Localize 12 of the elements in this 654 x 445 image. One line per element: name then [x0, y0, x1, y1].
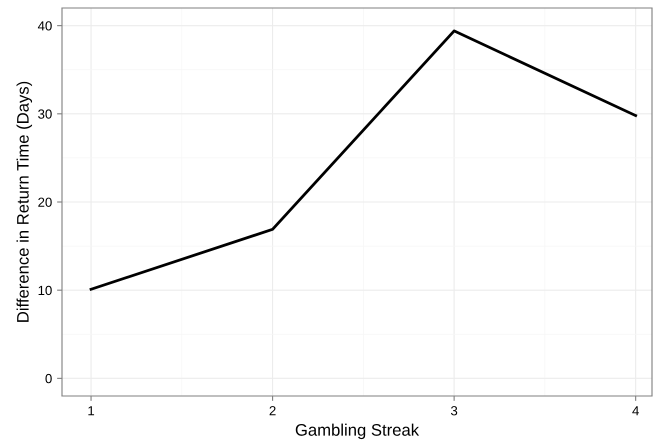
x-tick-label: 2: [270, 406, 276, 416]
x-tick-label: 3: [450, 406, 458, 416]
x-tick-label: 1: [88, 406, 94, 416]
line-series: [90, 30, 638, 291]
x-axis-title: Gambling Streak: [296, 424, 420, 440]
y-axis-title: Difference in Return Time (Days): [16, 82, 32, 322]
y-tick-label: 30: [38, 109, 52, 119]
y-tick-label: 0: [45, 374, 52, 384]
y-tick-label: 40: [38, 21, 52, 31]
y-tick-label: 20: [38, 198, 52, 207]
x-tick-label: 4: [632, 406, 639, 416]
y-tick-label: 10: [38, 286, 52, 296]
